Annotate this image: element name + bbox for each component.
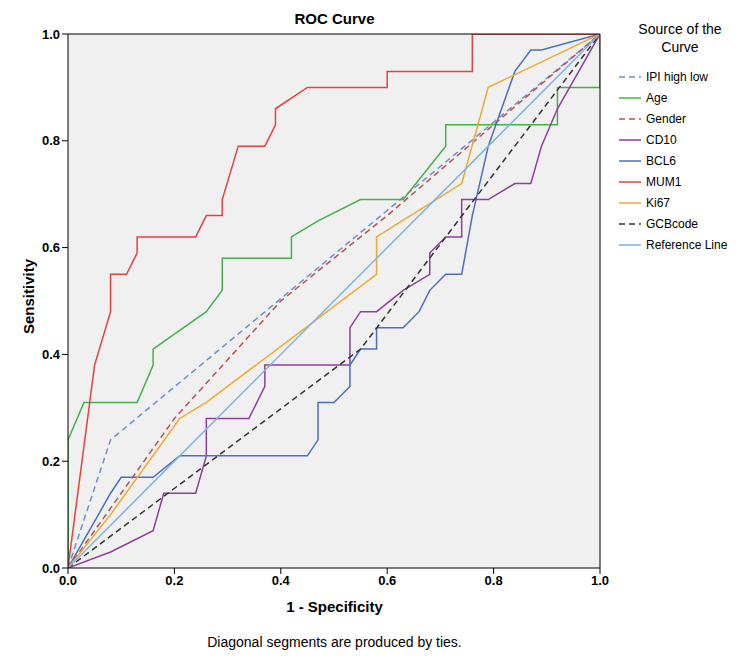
svg-text:0.4: 0.4 — [42, 347, 61, 362]
svg-text:0.4: 0.4 — [272, 573, 291, 588]
html-text:Reference Line: Reference Line — [646, 237, 728, 252]
svg-text:1.0: 1.0 — [42, 27, 60, 42]
html-text:Sensitivity: Sensitivity — [19, 259, 37, 334]
html-text:Diagonal segments are produced: Diagonal segments are produced by ties. — [207, 634, 462, 650]
html-text:Ki67: Ki67 — [646, 195, 670, 210]
html-text:GCBcode: GCBcode — [646, 216, 698, 231]
html-text:Gender: Gender — [646, 111, 686, 126]
svg-text:0.2: 0.2 — [42, 454, 60, 469]
svg-text:0.0: 0.0 — [42, 561, 60, 576]
html-text:Age: Age — [646, 90, 668, 105]
svg-text:0.6: 0.6 — [42, 240, 60, 255]
svg-text:1.0: 1.0 — [591, 573, 609, 588]
html-text:Source of the Curve: Source of the Curve — [638, 21, 722, 55]
svg-text:0.0: 0.0 — [59, 573, 77, 588]
html-text:IPI high low: IPI high low — [646, 69, 708, 84]
html-text:1 - Specificity: 1 - Specificity — [286, 598, 383, 615]
svg-text:0.8: 0.8 — [485, 573, 503, 588]
svg-text:0.6: 0.6 — [378, 573, 396, 588]
html-text:MUM1: MUM1 — [646, 174, 682, 189]
html-text:ROC Curve: ROC Curve — [294, 10, 375, 27]
html-text:BCL6: BCL6 — [646, 153, 676, 168]
svg-text:0.8: 0.8 — [42, 133, 60, 148]
html-text:CD10: CD10 — [646, 132, 677, 147]
svg-text:0.2: 0.2 — [165, 573, 183, 588]
